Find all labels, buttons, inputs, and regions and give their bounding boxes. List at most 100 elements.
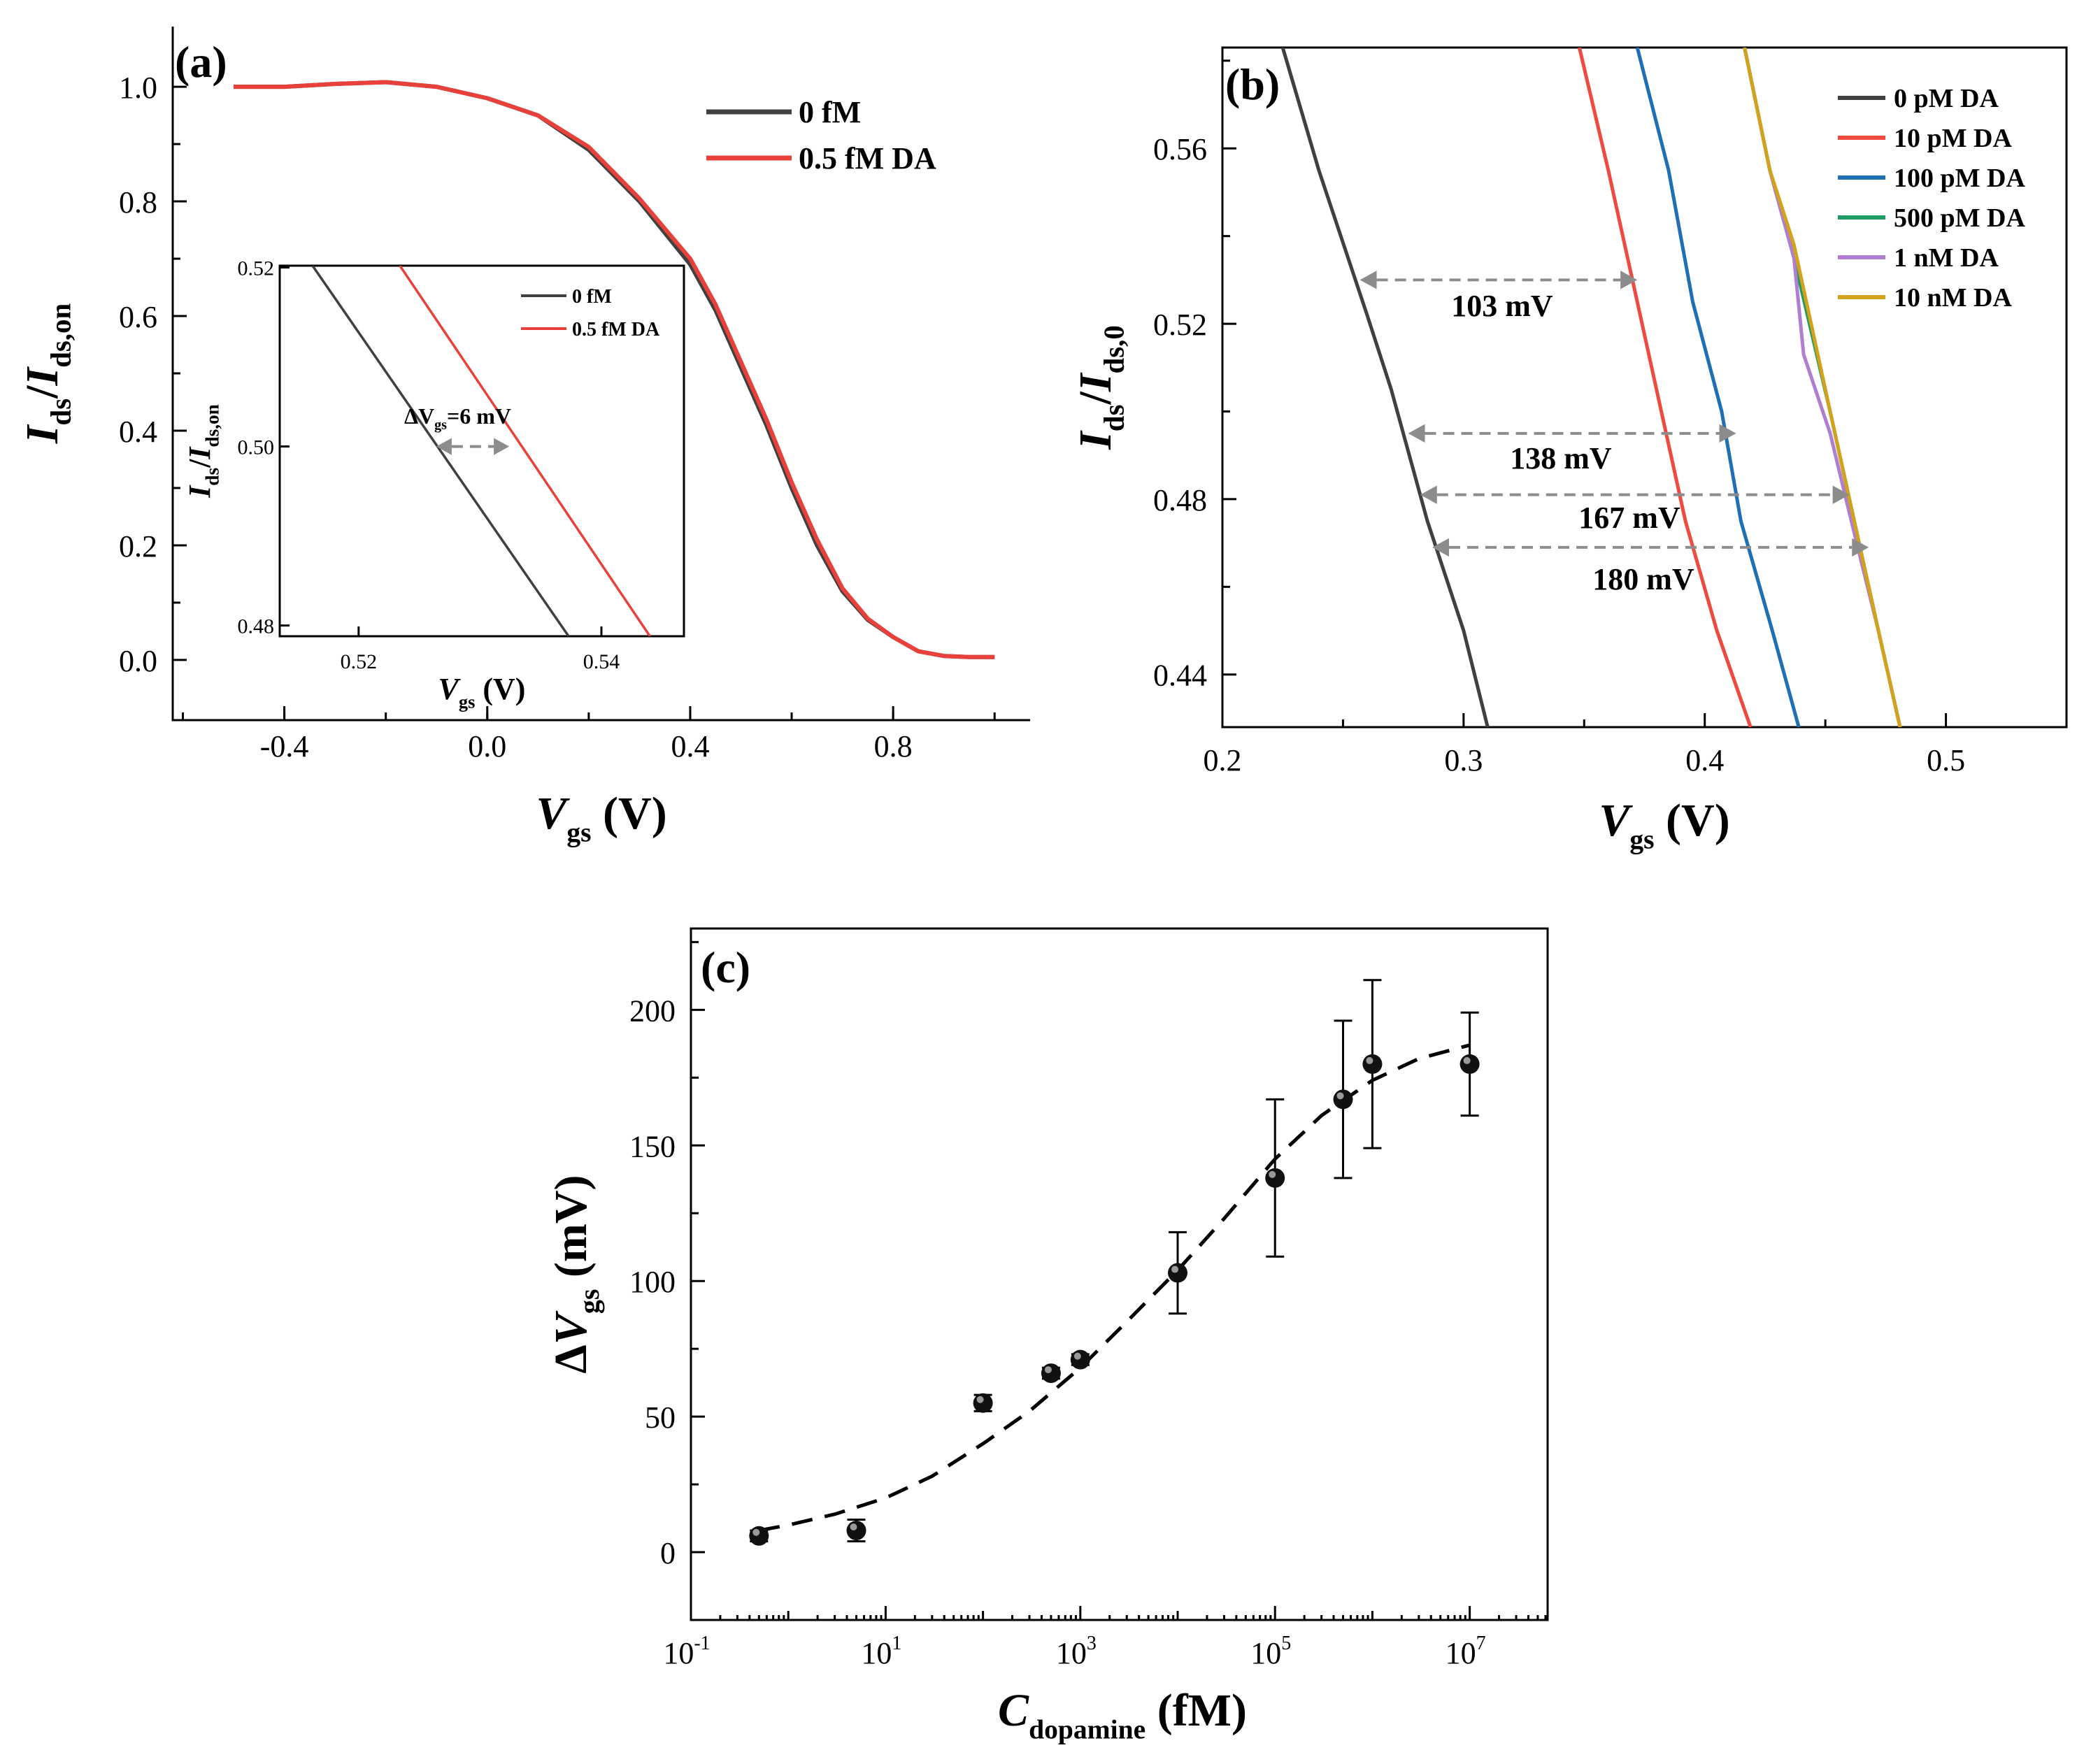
annotation-prefix: ΔV (404, 403, 434, 429)
x-tick-label: 105 (1250, 1633, 1291, 1670)
inset-legend-label: 0.5 fM DA (572, 319, 660, 340)
y-axis-label: Ids/Ids,on (17, 303, 76, 445)
inset-shift-annotation: ΔVgs=6 mV (404, 403, 511, 433)
data-marker (1070, 1349, 1090, 1370)
x-axis-label: Cdopamine (fM) (998, 1685, 1247, 1744)
label-sub: ds (201, 468, 222, 486)
shift-arrow (1432, 538, 1869, 557)
data-point (1168, 1231, 1188, 1315)
axis-frame (1221, 46, 2068, 729)
marker-highlight (1463, 1056, 1471, 1064)
label-sub: ds,0 (1098, 325, 1129, 373)
shift-annotation: 138 mV (1510, 441, 1612, 475)
y-tick-label: 0.52 (1153, 308, 1207, 342)
y-tick-label: 0.48 (1153, 483, 1207, 517)
x-tick-label: 0.0 (468, 729, 506, 763)
data-point (846, 1518, 866, 1543)
data-point (1333, 1019, 1353, 1179)
series-group (234, 80, 995, 659)
panel-b: 0.44 0.48 0.52 0.56 0.2 0.3 0.4 0.5 103 mV 138 mV… (1070, 46, 2068, 854)
label-sub: gs (1629, 824, 1654, 854)
x-tick-label: 0.3 (1444, 743, 1483, 777)
tick-base: 10 (1056, 1636, 1087, 1670)
data-point (749, 1526, 769, 1546)
axis-frame (690, 927, 1549, 1621)
data-point (1362, 979, 1383, 1149)
inset-series-group (311, 266, 651, 636)
inset-shift-arrow (436, 438, 510, 455)
label-sub: ds (45, 399, 76, 426)
label-main: I (17, 424, 68, 444)
y-tick-label: 0.4 (119, 415, 157, 449)
label-main: V (1599, 795, 1633, 846)
label-slash: / (1070, 391, 1121, 406)
tick-exponent: 5 (1281, 1633, 1291, 1654)
x-tick-label: 0.4 (1685, 743, 1724, 777)
legend-label: 100 pM DA (1894, 164, 2025, 193)
series-line-1 (1577, 48, 1753, 727)
inset-y-tick-label: 0.48 (238, 615, 275, 638)
label-main: I (183, 446, 217, 460)
panel-label: (b) (1225, 59, 1280, 109)
label-sub: ds,on (201, 404, 222, 447)
data-point (1070, 1349, 1090, 1370)
legend-label: 500 pM DA (1894, 203, 2025, 233)
x-tick-label: 10-1 (663, 1633, 710, 1670)
arrow-head-left (436, 438, 452, 455)
panel-label: (a) (175, 37, 227, 87)
data-marker (973, 1393, 993, 1413)
shift-annotation: 167 mV (1578, 501, 1680, 535)
x-axis-label: Vgs (V) (536, 788, 666, 847)
x-tick-label: -0.4 (260, 729, 309, 763)
legend-label: 10 pM DA (1894, 124, 2012, 153)
legend-label: 1 nM DA (1894, 243, 1999, 273)
fit-line (758, 1043, 1471, 1533)
series-line-1 (234, 80, 995, 659)
data-marker (749, 1526, 769, 1546)
data-marker (1168, 1263, 1188, 1283)
inset-x-tick-label: 0.54 (583, 650, 620, 673)
label-main: V (536, 788, 570, 839)
label-main: I (1070, 372, 1121, 392)
data-marker (1459, 1054, 1480, 1074)
label-sub: dopamine (1029, 1714, 1145, 1744)
label-main: C (998, 1685, 1029, 1736)
series-group (1280, 48, 1902, 727)
label-sub: ds (1098, 405, 1129, 432)
label-sub: gs (459, 691, 475, 712)
marker-highlight (752, 1528, 760, 1536)
inset-y-tick-label: 0.52 (238, 257, 275, 280)
tick-base: 10 (1250, 1636, 1281, 1670)
label-slash: / (17, 385, 68, 399)
arrow-head-right (494, 438, 510, 455)
label-sub: ds,on (45, 303, 76, 368)
label-sub: gs (573, 1289, 605, 1314)
x-axis-label: Vgs (V) (1599, 795, 1729, 854)
y-tick-label: 0.2 (119, 529, 157, 564)
label-unit: (V) (592, 788, 667, 839)
label-sub: gs (566, 817, 591, 847)
data-marker (846, 1521, 866, 1541)
label-unit: (V) (1655, 795, 1730, 846)
data-marker (1265, 1168, 1285, 1188)
legend-label: 0 fM (799, 95, 861, 129)
data-point (1459, 1011, 1480, 1117)
y-tick-label: 0.0 (119, 644, 157, 678)
x-tick-label: 0.2 (1204, 743, 1242, 777)
shift-annotation: 103 mV (1451, 289, 1553, 323)
data-point (1041, 1363, 1061, 1384)
inset-panel: 0.480.500.520.52 0.540 fM0.5 fM DAΔVgs=6 … (183, 257, 685, 712)
marker-highlight (1073, 1352, 1081, 1360)
label-main: V (438, 672, 462, 706)
y-tick-label: 1.0 (119, 71, 157, 105)
y-tick-label: 0.44 (1153, 659, 1207, 693)
data-marker (1333, 1089, 1353, 1110)
annotation-sub: gs (434, 417, 447, 433)
label-unit: (fM) (1145, 1685, 1247, 1736)
arrow-head-left (1359, 271, 1377, 289)
arrow-head-right (1832, 485, 1850, 504)
arrow-head-left (1432, 538, 1450, 557)
marker-highlight (976, 1396, 984, 1403)
series-line-2 (1635, 48, 1801, 727)
